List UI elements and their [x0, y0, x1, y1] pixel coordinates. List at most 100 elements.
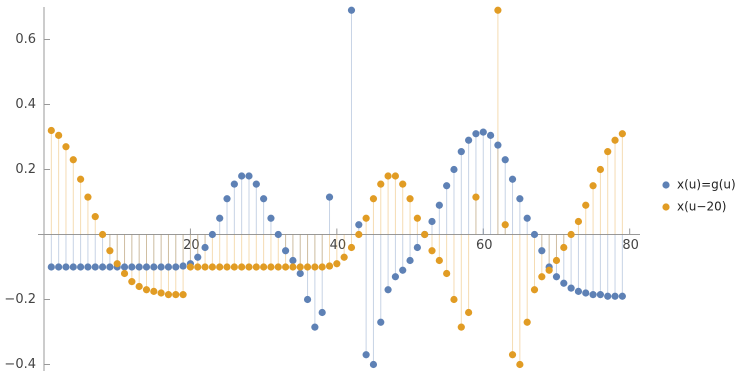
point [604, 148, 612, 156]
point [567, 230, 575, 239]
point [223, 263, 231, 271]
point [450, 295, 458, 304]
point [530, 286, 539, 294]
point [135, 282, 143, 291]
point [274, 230, 282, 239]
point [216, 214, 224, 222]
point [399, 180, 407, 188]
legend-label: x(u)=g(u) [677, 178, 735, 192]
point [84, 263, 92, 271]
point [494, 6, 502, 14]
point [252, 180, 260, 188]
point [281, 263, 290, 271]
point [589, 291, 597, 299]
point [120, 269, 129, 278]
point [325, 193, 334, 201]
point [164, 263, 173, 271]
point [406, 195, 414, 203]
point [98, 230, 107, 239]
legend-swatch [662, 203, 670, 211]
point [230, 180, 238, 188]
point [281, 247, 290, 255]
x-tick-label: 20 [183, 238, 200, 253]
point [611, 292, 619, 300]
point [428, 247, 436, 255]
point [325, 262, 334, 270]
point [530, 230, 539, 239]
point [157, 263, 165, 271]
point [457, 148, 465, 156]
point [523, 318, 531, 326]
point [55, 263, 63, 271]
point [318, 308, 326, 317]
point [574, 287, 583, 295]
point [150, 287, 158, 295]
point [604, 292, 612, 300]
point [186, 263, 195, 271]
point [260, 263, 268, 271]
point [223, 195, 231, 203]
point [69, 156, 77, 164]
point [157, 289, 165, 297]
point [179, 262, 187, 270]
point [77, 175, 85, 183]
point [413, 243, 421, 252]
point [340, 253, 348, 261]
point [150, 263, 158, 271]
series [50, 10, 623, 365]
point [106, 247, 114, 255]
point [135, 263, 143, 271]
point [274, 263, 282, 271]
point [303, 295, 312, 304]
point [267, 214, 275, 222]
point [552, 273, 561, 281]
point [347, 6, 356, 14]
point [289, 263, 297, 271]
point [362, 214, 370, 222]
point [472, 193, 480, 201]
point [582, 201, 590, 209]
point [472, 130, 480, 138]
point [179, 291, 187, 299]
point [560, 243, 568, 252]
point [501, 221, 509, 229]
point [377, 318, 385, 326]
point [355, 230, 363, 239]
point [62, 263, 70, 271]
point [406, 256, 414, 265]
point [435, 201, 443, 209]
point [538, 247, 546, 255]
point [347, 243, 356, 252]
point [582, 289, 590, 297]
point [238, 172, 246, 180]
point [508, 351, 517, 359]
point [574, 217, 583, 226]
point [172, 263, 180, 271]
point [252, 263, 260, 271]
point [545, 266, 553, 274]
point [384, 286, 392, 294]
point [523, 214, 531, 222]
y-tick-label: 0.2 [15, 162, 36, 177]
point [113, 260, 121, 268]
point [596, 291, 604, 299]
point [516, 195, 524, 203]
y-tick-label: 0.4 [15, 97, 36, 112]
point [552, 256, 561, 265]
point [362, 351, 370, 359]
point [91, 213, 99, 221]
point [355, 221, 363, 229]
point [120, 263, 129, 271]
point [428, 217, 436, 226]
y-tick-label: −0.2 [4, 292, 36, 307]
point [296, 263, 304, 271]
point [142, 263, 151, 271]
point [128, 278, 136, 286]
y-tick-label: 0.6 [15, 32, 36, 47]
point [618, 130, 626, 138]
point [91, 263, 99, 271]
point [172, 291, 180, 299]
point [318, 263, 326, 271]
point [589, 182, 597, 190]
